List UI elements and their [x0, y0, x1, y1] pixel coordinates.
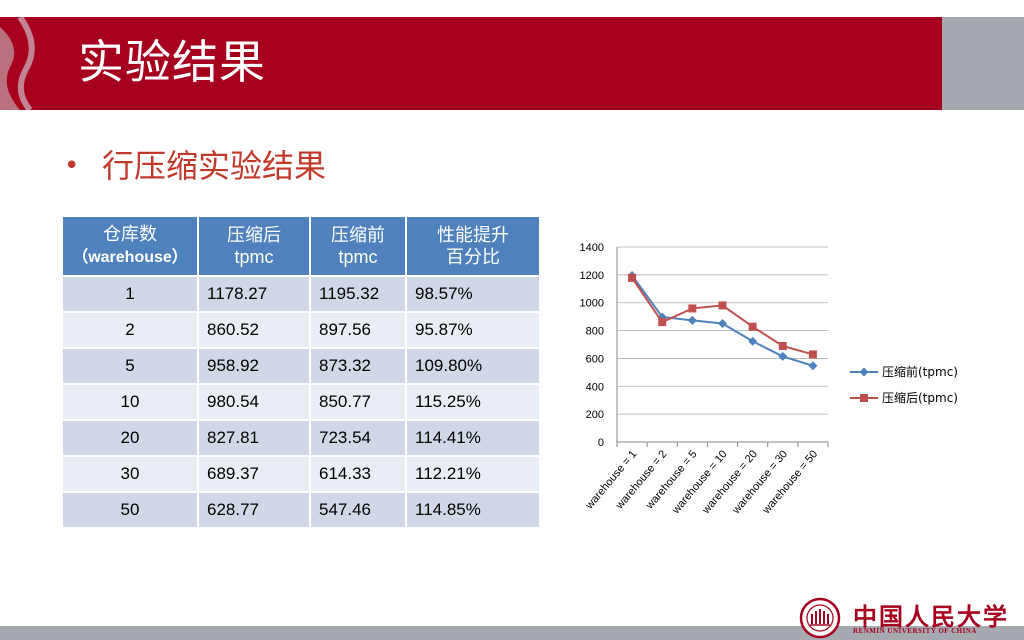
tpmc-line-chart: 0 200 400 600 800 1000 1200 1400 warehouse = 1 wa…: [580, 242, 958, 517]
results-table: 仓库数 （warehouse） 压缩后 tpmc 压缩前 tpmc 性能提升 百分比 1…: [61, 215, 541, 529]
y-tick-label: 800: [586, 326, 604, 338]
header-improvement: 性能提升 百分比: [405, 215, 541, 277]
table-row: 2 860.52 897.56 95.87%: [61, 311, 541, 349]
cell-after: 628.77: [197, 491, 311, 529]
y-tick-label: 200: [586, 409, 604, 421]
cell-warehouse: 20: [61, 419, 199, 457]
cell-improvement: 112.21%: [405, 455, 541, 493]
header-improvement-line1: 性能提升: [437, 225, 509, 245]
cell-improvement: 114.85%: [405, 491, 541, 529]
header-before-line2: tpmc: [338, 247, 378, 267]
cell-warehouse: 5: [61, 347, 199, 385]
table-row: 10 980.54 850.77 115.25%: [61, 383, 541, 421]
y-tick-label: 1400: [580, 242, 604, 254]
y-tick-label: 400: [586, 381, 604, 393]
data-point-square: [778, 341, 787, 350]
cell-before: 873.32: [309, 347, 407, 385]
table-row: 30 689.37 614.33 112.21%: [61, 455, 541, 493]
bullet-icon: •: [64, 151, 80, 181]
title-banner: [0, 17, 942, 110]
y-tick-label: 0: [598, 437, 604, 449]
data-point-square: [658, 318, 667, 327]
cell-improvement: 114.41%: [405, 419, 541, 457]
header-after-line1: 压缩后: [227, 225, 281, 245]
header-warehouse-line1: 仓库数: [103, 224, 157, 244]
cell-before: 547.46: [309, 491, 407, 529]
cell-before: 897.56: [309, 311, 407, 349]
x-tick-label: warehouse = 1: [583, 448, 639, 512]
data-point-square: [718, 301, 727, 310]
data-point-diamond: [687, 315, 697, 325]
footer-bar: [0, 626, 1024, 640]
cell-warehouse: 30: [61, 455, 199, 493]
header-before-line1: 压缩前: [331, 225, 385, 245]
legend-marker: [860, 394, 868, 402]
legend-marker: [859, 367, 869, 377]
cell-after: 827.81: [197, 419, 311, 457]
data-point-diamond: [748, 336, 758, 346]
cell-warehouse: 50: [61, 491, 199, 529]
logo-chinese-name: 中国人民大学: [853, 602, 1009, 631]
header-improvement-line2: 百分比: [446, 247, 500, 267]
header-warehouse-line2: （warehouse）: [72, 249, 188, 266]
data-point-diamond: [718, 318, 727, 328]
cell-before: 614.33: [309, 455, 407, 493]
cell-improvement: 109.80%: [405, 347, 541, 385]
table-row: 1 1178.27 1195.32 98.57%: [61, 275, 541, 313]
table-header-row: 仓库数 （warehouse） 压缩后 tpmc 压缩前 tpmc 性能提升 百分比: [61, 215, 541, 277]
banner-ribbon-decoration: [0, 17, 35, 110]
bullet-text: 行压缩实验结果: [102, 147, 327, 185]
cell-warehouse: 2: [61, 311, 199, 349]
university-seal-icon: [799, 597, 841, 639]
table-row: 5 958.92 873.32 109.80%: [61, 347, 541, 385]
cell-improvement: 98.57%: [405, 275, 541, 313]
cell-after: 958.92: [197, 347, 311, 385]
data-point-diamond: [808, 361, 818, 371]
cell-after: 689.37: [197, 455, 311, 493]
data-point-square: [748, 322, 757, 331]
table-row: 50 628.77 547.46 114.85%: [61, 491, 541, 529]
header-before: 压缩前 tpmc: [309, 215, 407, 277]
cell-before: 723.54: [309, 419, 407, 457]
university-logo: 中国人民大学 RENMIN UNIVERSITY OF CHINA: [797, 597, 1024, 639]
header-after-line2: tpmc: [234, 247, 274, 267]
slide-title: 实验结果: [78, 35, 266, 89]
y-tick-label: 1200: [580, 270, 604, 282]
cell-before: 1195.32: [309, 275, 407, 313]
x-tick-label: warehouse = 50: [760, 448, 820, 517]
cell-warehouse: 10: [61, 383, 199, 421]
cell-after: 1178.27: [197, 275, 311, 313]
data-point-square: [808, 350, 817, 359]
cell-warehouse: 1: [61, 275, 199, 313]
y-tick-label: 600: [586, 353, 604, 365]
cell-before: 850.77: [309, 383, 407, 421]
cell-improvement: 115.25%: [405, 383, 541, 421]
legend-label: 压缩后(tpmc): [882, 390, 958, 405]
data-point-square: [688, 304, 697, 313]
legend-label: 压缩前(tpmc): [882, 364, 958, 379]
data-point-square: [628, 273, 637, 282]
header-after: 压缩后 tpmc: [197, 215, 311, 277]
cell-after: 860.52: [197, 311, 311, 349]
logo-english-name: RENMIN UNIVERSITY OF CHINA: [853, 627, 977, 635]
cell-after: 980.54: [197, 383, 311, 421]
data-point-diamond: [778, 351, 788, 361]
header-warehouse: 仓库数 （warehouse）: [61, 215, 199, 277]
table-row: 20 827.81 723.54 114.41%: [61, 419, 541, 457]
y-tick-label: 1000: [580, 298, 604, 310]
data-point-diamond: [657, 312, 667, 322]
cell-improvement: 95.87%: [405, 311, 541, 349]
